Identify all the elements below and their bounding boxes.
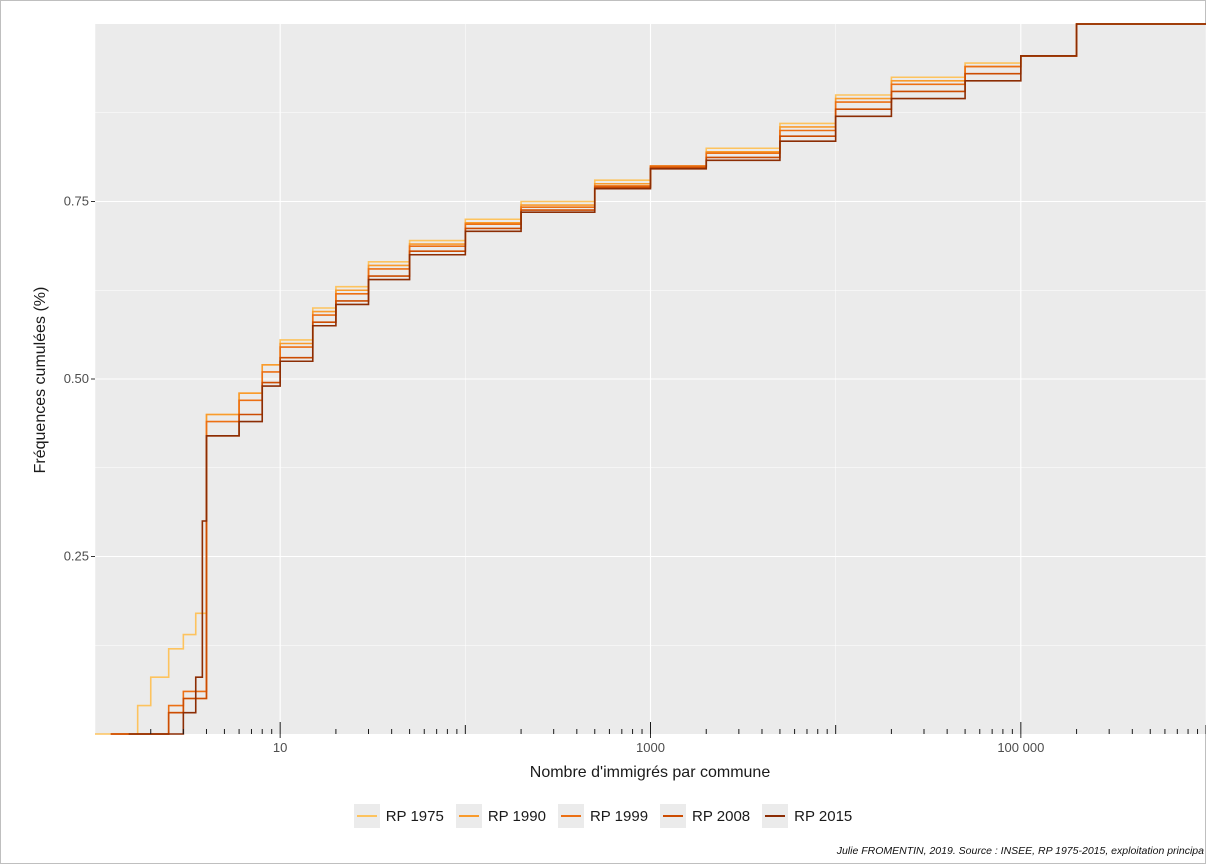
legend-item: RP 1990 [455, 804, 546, 828]
legend-label: RP 2008 [692, 807, 751, 825]
y-tick-label: 0.25 [64, 549, 89, 564]
legend-swatch [663, 815, 684, 817]
y-axis-label: Fréquences cumulées (%) [32, 287, 49, 474]
legend-swatch [356, 815, 377, 817]
source-caption: Julie FROMENTIN, 2019. Source : INSEE, R… [836, 845, 1204, 857]
legend-item: RP 2015 [762, 804, 852, 828]
legend-key [455, 804, 482, 828]
x-tick-label: 100 000 [997, 740, 1044, 755]
y-tick-label: 0.50 [64, 371, 89, 386]
legend-key [353, 804, 380, 828]
legend-item: RP 2008 [660, 804, 750, 828]
x-axis-label: Nombre d'immigrés par commune [530, 764, 771, 781]
legend-label: RP 1975 [385, 807, 444, 825]
legend-swatch [458, 815, 479, 817]
legend-key [557, 804, 584, 828]
legend-key [762, 804, 789, 828]
legend-item: RP 1975 [353, 804, 444, 828]
legend-label: RP 1990 [487, 807, 546, 825]
legend-swatch [560, 815, 581, 817]
series-lines [95, 23, 1206, 735]
series-line-5 [128, 23, 1206, 735]
legend-label: RP 2015 [794, 807, 853, 825]
legend: RP 1975 RP 1990 RP 1999 RP 2008 RP 2015 [0, 804, 1206, 828]
legend-item: RP 1999 [557, 804, 649, 828]
y-tick-label: 0.75 [64, 194, 89, 209]
chart-area: 10 1000 100 000 0.25 0.50 0.75 Nombre d'immig… [32, 23, 1206, 781]
x-tick-label: 10 [273, 740, 287, 755]
legend-swatch [765, 815, 786, 817]
axes: 10 1000 100 000 0.25 0.50 0.75 [64, 194, 1045, 756]
legend-key [660, 804, 687, 828]
legend-label: RP 1999 [589, 807, 649, 825]
rug-ticks [150, 722, 1206, 734]
x-tick-label: 1000 [636, 740, 665, 755]
